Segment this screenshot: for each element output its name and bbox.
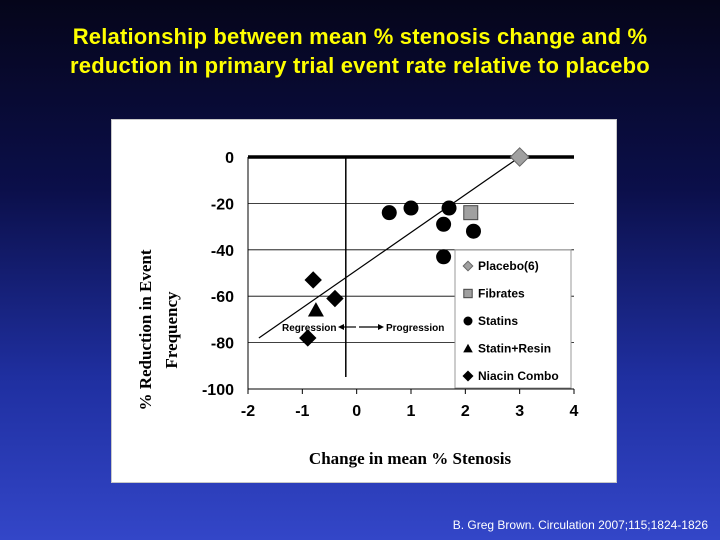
progression-arrowhead — [378, 324, 384, 330]
title-line-2: reduction in primary trial event rate re… — [70, 53, 650, 78]
data-points — [299, 147, 530, 347]
legend: Placebo(6) Fibrates Statins Statin+Resin Nia… — [454, 249, 572, 389]
x-axis-title: Change in mean % Stenosis — [309, 449, 512, 468]
legend-label-fibrates: Fibrates — [478, 287, 525, 301]
data-point-fibrates — [463, 205, 479, 221]
data-point-statins — [436, 216, 452, 232]
scatter-chart: 0 -20 -40 -60 -80 -100 -2 -1 0 1 2 3 4 Regression Pr… — [136, 147, 579, 468]
x-tick-label: -2 — [241, 403, 255, 420]
y-tick-label: -100 — [202, 382, 234, 399]
x-tick-label: 2 — [461, 403, 470, 420]
legend-marker-fibrates — [463, 288, 473, 299]
axes: 0 -20 -40 -60 -80 -100 -2 -1 0 1 2 3 4 — [202, 150, 579, 420]
y-axis-title-line-1: % Reduction in Event — [136, 249, 155, 410]
legend-marker-statins — [463, 316, 473, 326]
data-point-statins — [381, 205, 397, 221]
chart-panel: 0 -20 -40 -60 -80 -100 -2 -1 0 1 2 3 4 Regression Pr… — [111, 119, 617, 483]
data-point-niacin-combo — [304, 271, 322, 289]
trendline — [258, 156, 521, 339]
x-tick-label: 3 — [515, 403, 524, 420]
data-point-placebo-6 — [509, 147, 530, 167]
legend-marker-placebo-6 — [462, 260, 474, 272]
legend-label-statins: Statins — [478, 314, 518, 328]
data-point-statins — [441, 200, 457, 216]
data-point-statins — [465, 223, 481, 239]
data-point-statin-resin — [307, 302, 324, 317]
regression-label: Regression — [282, 323, 336, 334]
y-tick-label: -20 — [211, 196, 234, 213]
regression-arrowhead — [338, 324, 344, 330]
annotations: Regression Progression — [282, 323, 444, 334]
x-tick-label: -1 — [295, 403, 309, 420]
legend-marker-statin-resin — [463, 343, 473, 353]
slide-title: Relationship between mean % stenosis cha… — [0, 22, 720, 80]
legend-marker-niacin-combo — [462, 370, 474, 382]
y-tick-label: -80 — [211, 336, 234, 353]
data-point-niacin-combo — [299, 329, 317, 347]
progression-label: Progression — [386, 323, 444, 334]
y-tick-label: -60 — [211, 289, 234, 306]
reference-lines — [258, 156, 521, 377]
citation: B. Greg Brown. Circulation 2007;115;1824… — [452, 518, 708, 532]
title-line-1: Relationship between mean % stenosis cha… — [72, 24, 648, 49]
data-point-statins — [403, 200, 419, 216]
legend-label-placebo-6: Placebo(6) — [478, 259, 539, 273]
y-axis-title-line-2: Frequency — [162, 291, 181, 369]
legend-label-statin-resin: Statin+Resin — [478, 342, 551, 356]
legend-box — [454, 249, 572, 389]
x-tick-label: 1 — [407, 403, 416, 420]
y-tick-label: 0 — [225, 150, 234, 167]
x-tick-label: 4 — [570, 403, 579, 420]
legend-label-niacin-combo: Niacin Combo — [478, 369, 559, 383]
y-axis-title: % Reduction in Event Frequency — [136, 249, 181, 410]
y-tick-label: -40 — [211, 243, 234, 260]
data-point-niacin-combo — [326, 289, 344, 308]
x-tick-label: 0 — [352, 403, 361, 420]
data-point-statins — [436, 249, 452, 265]
